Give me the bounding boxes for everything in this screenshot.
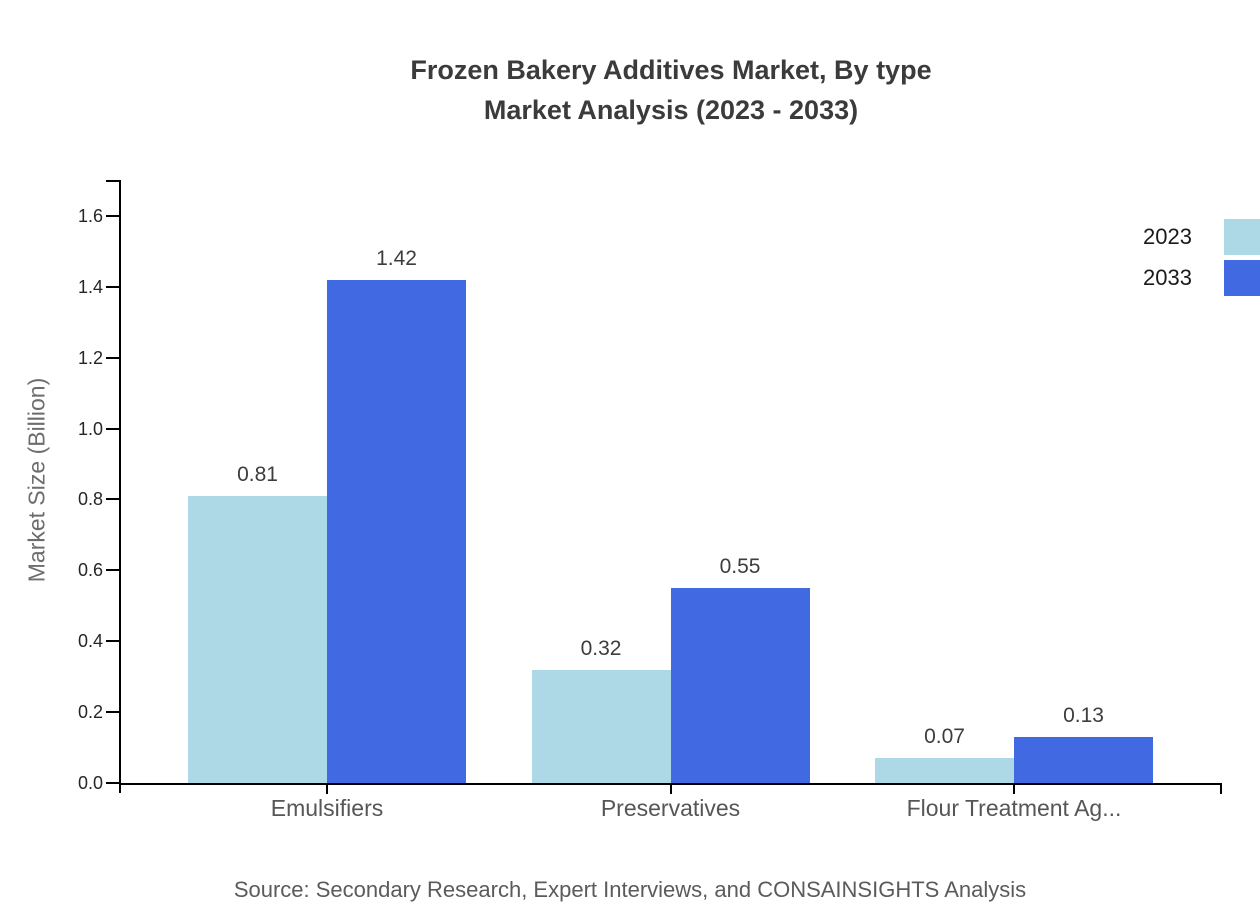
bar-value-label: 1.42 [376, 246, 417, 270]
y-tick-label: 0.4 [77, 631, 103, 652]
y-tick-mark [106, 782, 119, 784]
x-tick-mark [669, 783, 672, 794]
chart-title-line-2: Market Analysis (2023 - 2033) [483, 95, 859, 125]
y-tick-mark [106, 427, 119, 430]
y-tick-mark [106, 214, 119, 217]
y-tick-mark [106, 285, 119, 288]
y-tick-mark [106, 498, 119, 501]
x-category-label: Preservatives [600, 795, 741, 821]
legend-item-2033: 2033 [1040, 260, 1260, 296]
bar-value-label: 0.07 [924, 725, 965, 749]
bar-2033-flour-treatment-ag- [1014, 736, 1153, 783]
bar-2033-emulsifiers [327, 279, 466, 783]
legend-swatch-2033 [1224, 260, 1260, 296]
y-tick-label: 1.6 [77, 205, 103, 226]
y-tick-label: 0.8 [77, 489, 103, 510]
bar-2023-flour-treatment-ag- [875, 758, 1014, 783]
bar-value-label: 0.13 [1063, 703, 1104, 727]
y-tick-mark [106, 179, 119, 182]
y-tick-mark [106, 711, 119, 714]
y-tick-label: 1.2 [77, 347, 103, 368]
bar-value-label: 0.32 [580, 636, 622, 660]
chart-title-line-1: Frozen Bakery Additives Market, By type [410, 55, 932, 85]
bar-value-label: 0.81 [237, 462, 278, 486]
x-tick-mark [1220, 783, 1222, 794]
y-tick-label: 1.4 [77, 276, 103, 297]
bar-2023-emulsifiers [188, 495, 327, 783]
x-tick-mark [326, 783, 328, 794]
x-category-label: Flour Treatment Ag... [906, 795, 1122, 821]
bar-2033-preservatives [670, 588, 810, 783]
legend-label-2023: 2023 [1143, 224, 1192, 249]
y-tick-label: 0.6 [77, 560, 103, 581]
x-category-label: Emulsifiers [270, 795, 384, 821]
y-tick-mark [106, 640, 119, 643]
y-tick-label: 0.0 [77, 773, 103, 793]
legend-label-2033: 2033 [1143, 265, 1192, 290]
y-axis-line [119, 180, 121, 793]
bar-2023-preservatives [531, 669, 671, 783]
y-tick-label: 0.2 [77, 702, 103, 723]
chart-title: Frozen Bakery Additives Market, By type … [121, 50, 1221, 130]
y-tick-mark [106, 356, 119, 359]
x-tick-mark [1013, 783, 1015, 794]
source-note: Source: Secondary Research, Expert Inter… [233, 877, 1027, 902]
y-tick-label: 1.0 [77, 418, 103, 439]
y-tick-mark [106, 569, 119, 572]
legend-item-2023: 2023 [1040, 219, 1260, 255]
bar-value-label: 0.55 [719, 555, 761, 579]
legend-swatch-2023 [1224, 219, 1260, 255]
